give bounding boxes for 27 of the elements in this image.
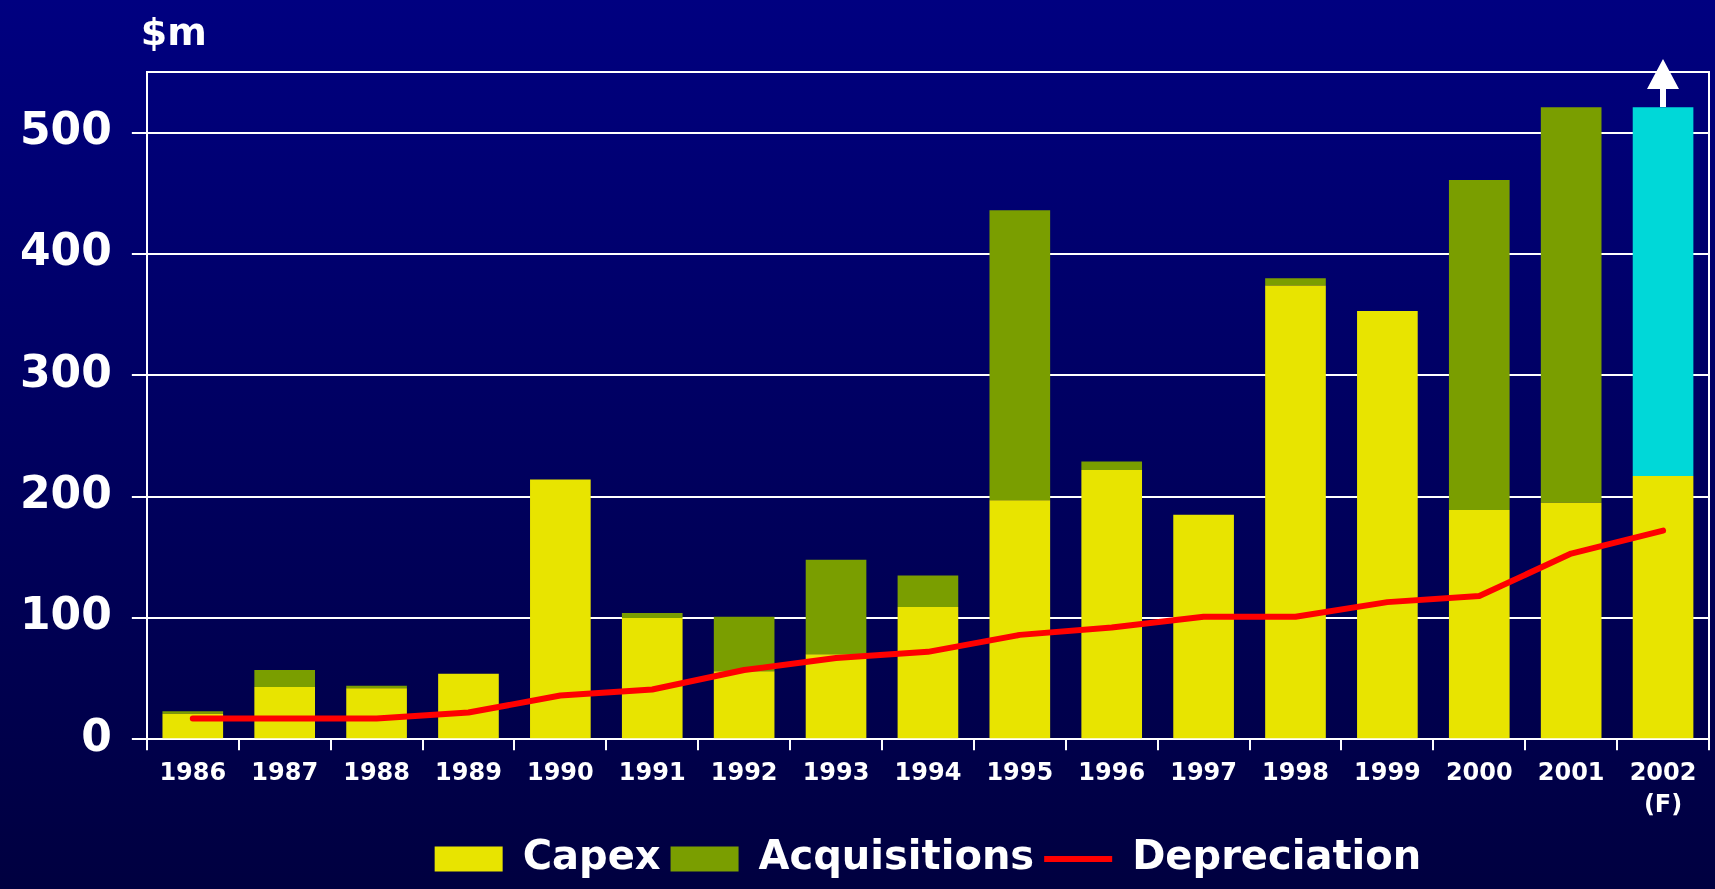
y-tick-label: 0 bbox=[81, 709, 112, 761]
x-tick-label: 2001 bbox=[1537, 757, 1605, 786]
x-tick-label: 1993 bbox=[802, 757, 870, 786]
legend-label: Depreciation bbox=[1132, 832, 1422, 879]
x-tick-label: 1990 bbox=[526, 757, 594, 786]
y-tick-label: 100 bbox=[19, 588, 112, 640]
x-tick-label: 1997 bbox=[1170, 757, 1237, 786]
x-tick-label: 1996 bbox=[1078, 757, 1146, 786]
x-tick-label: 1994 bbox=[894, 757, 962, 786]
x-tick-label: 1999 bbox=[1353, 757, 1421, 786]
y-tick-label: 300 bbox=[19, 345, 112, 397]
x-tick-label: 1995 bbox=[986, 757, 1054, 786]
y-tick-label: 400 bbox=[19, 224, 112, 276]
x-tick-label: 1991 bbox=[618, 757, 686, 786]
y-tick-label: 200 bbox=[19, 467, 112, 519]
y-axis-title: $m bbox=[140, 10, 207, 54]
x-tick-label: 1986 bbox=[159, 757, 227, 786]
y-tick-label: 500 bbox=[19, 103, 112, 155]
legend-label: Acquisitions bbox=[758, 832, 1035, 879]
x-tick-label: 1987 bbox=[251, 757, 319, 786]
x-tick-label: 1988 bbox=[343, 757, 410, 786]
x-tick-label: 1989 bbox=[435, 757, 502, 786]
x-tick-label: 2000 bbox=[1445, 757, 1513, 786]
legend-label: Capex bbox=[522, 832, 661, 879]
x-tick-label: 2002 (F) bbox=[1629, 757, 1697, 819]
x-tick-label: 1998 bbox=[1262, 757, 1329, 786]
x-tick-label: 1992 bbox=[710, 757, 778, 786]
